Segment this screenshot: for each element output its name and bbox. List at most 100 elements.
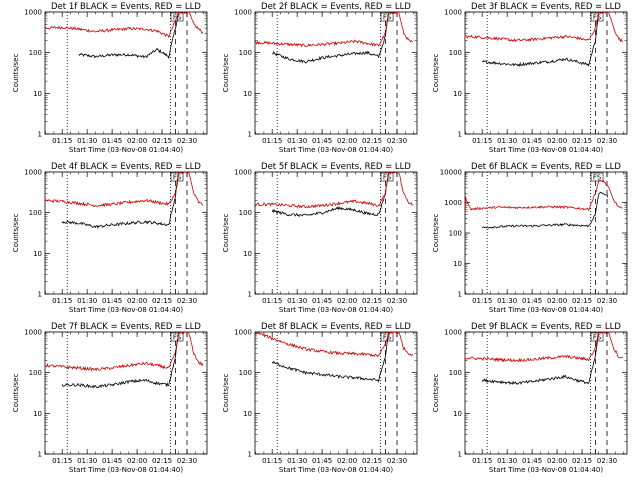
x-axis-label: Start Time (03-Nov-08 01:04:40) xyxy=(279,146,393,154)
events-series-line xyxy=(481,332,609,385)
chart-title: Det 5f BLACK = Events, RED = LLD xyxy=(261,162,411,172)
y-axis-label: Counts/sec xyxy=(12,214,20,253)
y-tick-label: 1 xyxy=(248,291,252,299)
y-tick-label: 100 xyxy=(239,209,252,217)
chart-panel-3: Det 3f BLACK = Events, RED = LLD 1 10 100 10… xyxy=(432,2,628,154)
x-tick-label: 01:15 xyxy=(262,297,282,305)
x-axis-label: Start Time (03-Nov-08 01:04:40) xyxy=(489,306,603,314)
x-axis-label: Start Time (03-Nov-08 01:04:40) xyxy=(69,306,183,314)
fs-mark-label: FS xyxy=(173,334,182,342)
x-tick-label: 01:15 xyxy=(472,297,492,305)
x-tick-label: 01:15 xyxy=(52,137,72,145)
x-tick-label: 02:15 xyxy=(152,137,172,145)
fs-mark-label: FS xyxy=(383,14,392,22)
fs-mark-label: FS xyxy=(593,174,602,182)
chart-title: Det 8f BLACK = Events, RED = LLD xyxy=(261,322,411,332)
x-tick-label: 02:30 xyxy=(177,137,197,145)
x-tick-label: 01:45 xyxy=(522,457,542,465)
x-axis-label: Start Time (03-Nov-08 01:04:40) xyxy=(489,146,603,154)
x-tick-label: 02:00 xyxy=(337,137,357,145)
plot-frame xyxy=(464,11,628,135)
x-tick-label: 02:00 xyxy=(547,457,567,465)
x-tick-label: 01:45 xyxy=(102,297,122,305)
plot-frame xyxy=(44,171,208,295)
chart-panel-9: Det 9f BLACK = Events, RED = LLD 1 10 100 10… xyxy=(432,322,628,474)
x-tick-label: 02:00 xyxy=(127,137,147,145)
lld-series-line xyxy=(465,179,623,215)
lld-series-line xyxy=(465,332,623,363)
y-tick-label: 100 xyxy=(29,209,42,217)
events-series-line xyxy=(481,191,609,229)
y-tick-label: 10 xyxy=(33,250,42,258)
x-tick-label: 02:00 xyxy=(127,297,147,305)
x-tick-label: 01:15 xyxy=(472,457,492,465)
x-tick-label: 01:30 xyxy=(497,137,517,145)
x-axis-label: Start Time (03-Nov-08 01:04:40) xyxy=(69,146,183,154)
x-tick-label: 01:15 xyxy=(52,297,72,305)
x-tick-label: 01:30 xyxy=(287,137,307,145)
y-tick-label: 1 xyxy=(458,451,462,459)
plot-frame xyxy=(464,331,628,455)
chart-title: Det 6f BLACK = Events, RED = LLD xyxy=(471,162,621,172)
y-tick-label: 100 xyxy=(239,369,252,377)
y-axis-label: Counts/sec xyxy=(222,214,230,253)
x-tick-label: 02:00 xyxy=(547,137,567,145)
x-axis-label: Start Time (03-Nov-08 01:04:40) xyxy=(279,306,393,314)
y-axis-label: Counts/sec xyxy=(12,54,20,93)
x-tick-label: 02:30 xyxy=(177,457,197,465)
x-tick-label: 02:00 xyxy=(337,457,357,465)
y-tick-label: 1 xyxy=(458,291,462,299)
chart-title: Det 3f BLACK = Events, RED = LLD xyxy=(471,2,621,12)
x-tick-label: 01:15 xyxy=(52,457,72,465)
x-tick-label: 01:30 xyxy=(77,297,97,305)
events-series-line xyxy=(61,332,188,389)
lld-series-line xyxy=(45,172,204,208)
events-series-line xyxy=(271,332,399,384)
y-tick-label: 10 xyxy=(243,90,252,98)
x-tick-label: 02:30 xyxy=(597,297,617,305)
y-tick-label: 10 xyxy=(243,250,252,258)
x-tick-label: 01:45 xyxy=(312,137,332,145)
y-tick-label: 10 xyxy=(453,90,462,98)
plot-frame xyxy=(254,171,418,295)
y-axis-label: Counts/sec xyxy=(12,374,20,413)
y-tick-label: 100 xyxy=(449,49,462,57)
x-tick-label: 01:45 xyxy=(102,137,122,145)
y-tick-label: 1000 xyxy=(24,9,42,17)
y-tick-label: 10 xyxy=(33,90,42,98)
events-series-line xyxy=(481,12,609,67)
x-tick-label: 01:15 xyxy=(472,137,492,145)
x-tick-label: 02:30 xyxy=(597,137,617,145)
chart-title: Det 4f BLACK = Events, RED = LLD xyxy=(51,162,201,172)
x-tick-label: 02:00 xyxy=(337,297,357,305)
x-tick-label: 01:15 xyxy=(262,137,282,145)
y-tick-label: 1000 xyxy=(234,169,252,177)
y-tick-label: 1000 xyxy=(24,169,42,177)
x-axis-label: Start Time (03-Nov-08 01:04:40) xyxy=(69,466,183,474)
fs-mark-label: FS xyxy=(383,174,392,182)
plot-frame xyxy=(254,11,418,135)
y-tick-label: 100 xyxy=(29,369,42,377)
x-tick-label: 02:00 xyxy=(547,297,567,305)
lld-series-line xyxy=(45,12,204,39)
y-tick-label: 100 xyxy=(239,49,252,57)
y-tick-label: 100 xyxy=(29,49,42,57)
fs-mark-label: FS xyxy=(593,14,602,22)
events-series-line xyxy=(271,172,398,218)
x-tick-label: 02:30 xyxy=(387,137,407,145)
y-tick-label: 10 xyxy=(453,260,462,268)
x-tick-label: 01:30 xyxy=(77,457,97,465)
x-tick-label: 02:15 xyxy=(362,457,382,465)
plot-frame xyxy=(44,11,208,135)
y-tick-label: 1000 xyxy=(444,329,462,337)
y-tick-label: 1000 xyxy=(444,199,462,207)
lld-series-line xyxy=(255,12,413,48)
x-tick-label: 01:45 xyxy=(312,457,332,465)
y-tick-label: 10 xyxy=(243,410,252,418)
y-axis-label: Counts/sec xyxy=(222,374,230,413)
x-tick-label: 01:45 xyxy=(102,457,122,465)
y-tick-label: 1000 xyxy=(234,329,252,337)
x-tick-label: 01:30 xyxy=(287,457,307,465)
events-series-line xyxy=(78,12,188,60)
chart-title: Det 9f BLACK = Events, RED = LLD xyxy=(471,322,621,332)
